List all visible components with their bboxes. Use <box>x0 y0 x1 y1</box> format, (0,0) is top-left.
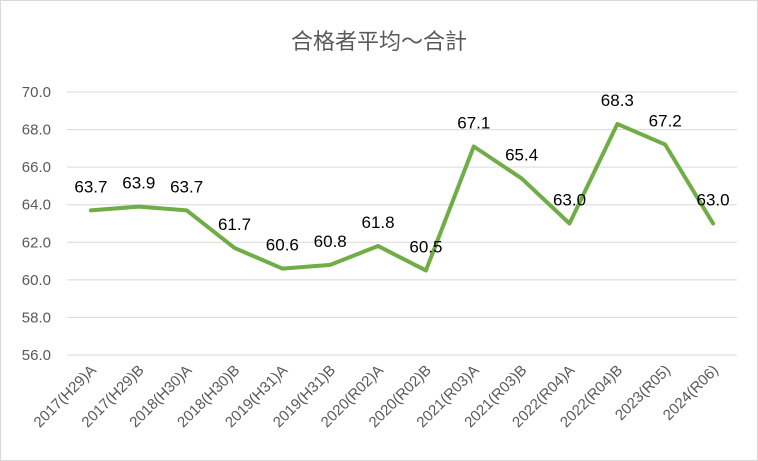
y-axis-ticks: 56.0 58.0 60.0 62.0 64.0 66.0 68.0 70.0 <box>22 84 51 364</box>
data-label: 68.3 <box>601 91 634 110</box>
gridlines <box>67 91 737 356</box>
data-label: 63.0 <box>697 191 730 210</box>
data-label: 63.7 <box>74 177 107 196</box>
y-tick-label: 68.0 <box>22 122 51 139</box>
data-label: 63.9 <box>122 174 155 193</box>
data-label: 67.1 <box>457 113 490 132</box>
data-label: 61.7 <box>218 215 251 234</box>
data-label: 60.5 <box>409 237 442 256</box>
y-tick-label: 70.0 <box>22 84 51 101</box>
y-tick-label: 56.0 <box>22 347 51 364</box>
y-tick-label: 58.0 <box>22 309 51 326</box>
data-label: 63.7 <box>170 177 203 196</box>
data-label: 65.4 <box>505 145 538 164</box>
data-label: 67.2 <box>649 112 682 131</box>
chart-title: 合格者平均～合計 <box>291 30 467 55</box>
data-label: 60.6 <box>266 236 299 255</box>
data-label: 61.8 <box>362 213 395 232</box>
y-tick-label: 60.0 <box>22 272 51 289</box>
data-label: 60.8 <box>314 232 347 251</box>
data-labels: 63.7 63.9 63.7 61.7 60.6 60.8 61.8 60.5 67.1 65.4… <box>74 91 729 257</box>
y-tick-label: 64.0 <box>22 197 51 214</box>
x-axis-ticks: 2017(H29)A2017(H29)B2018(H30)A2018(H30)B… <box>31 362 722 431</box>
y-tick-label: 66.0 <box>22 159 51 176</box>
y-tick-label: 62.0 <box>22 234 51 251</box>
series-line <box>88 121 716 273</box>
data-label: 63.0 <box>553 191 586 210</box>
